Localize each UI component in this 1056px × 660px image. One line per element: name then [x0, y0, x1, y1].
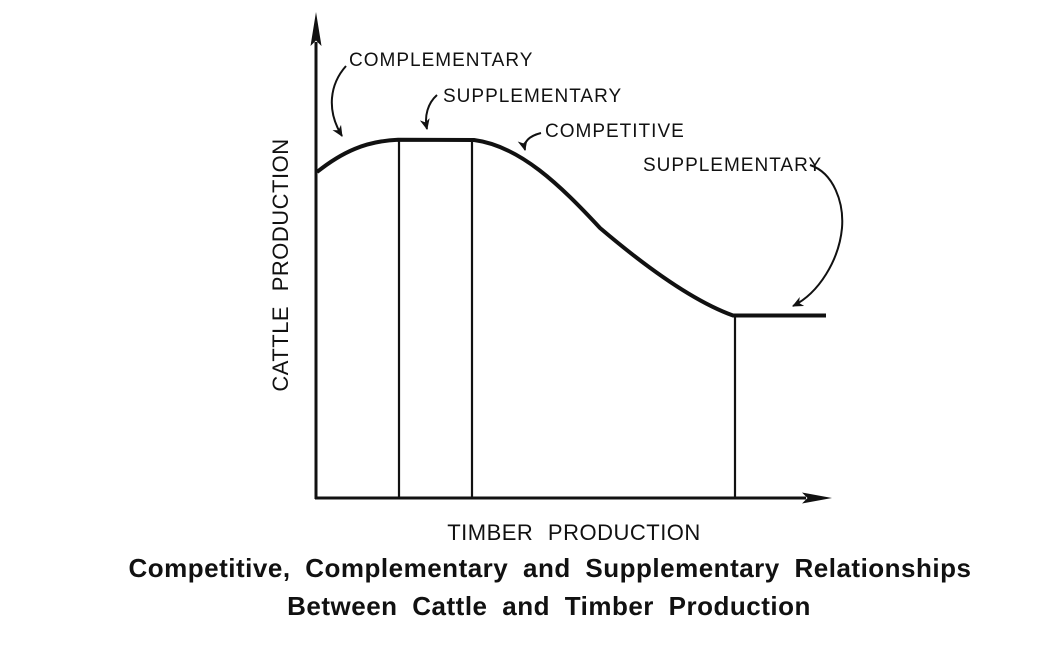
main-curve — [315, 137, 826, 318]
x-axis-label: TIMBER PRODUCTION — [447, 520, 701, 545]
caption-line-2: Between Cattle and Timber Production — [287, 591, 811, 621]
supplementary-top-arrow — [419, 94, 438, 130]
complementary-label: COMPLEMENTARY — [349, 50, 533, 71]
x-axis-arrowhead-icon — [802, 492, 832, 504]
competitive-label: COMPETITIVE — [545, 121, 685, 142]
competitive-arrow — [517, 132, 542, 151]
supplementary-right-arrow — [792, 164, 844, 307]
caption-line-1: Competitive, Complementary and Supplemen… — [129, 553, 972, 583]
complementary-arrow — [330, 65, 347, 137]
y-axis-label: CATTLE PRODUCTION — [268, 138, 293, 391]
y-axis-arrowhead-icon — [310, 12, 322, 46]
supplementary-right-label: SUPPLEMENTARY — [643, 155, 822, 176]
supplementary-top-label: SUPPLEMENTARY — [443, 86, 622, 107]
